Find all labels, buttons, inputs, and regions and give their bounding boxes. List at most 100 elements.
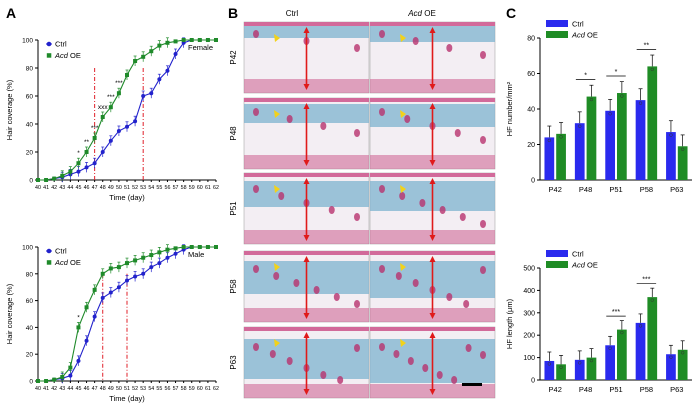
bar	[574, 123, 585, 180]
sample-dot	[589, 97, 594, 102]
hair-follicle	[407, 357, 414, 365]
y-tick-label: 500	[523, 266, 535, 273]
row-label: P42	[229, 50, 238, 65]
panel-label-c: C	[506, 5, 516, 21]
histology-tile	[369, 250, 496, 323]
legend-acd-label: Acd OE	[571, 261, 598, 270]
sample-dot	[638, 324, 643, 328]
hair-follicle	[451, 376, 458, 384]
epidermis-layer	[370, 173, 495, 177]
data-point	[165, 40, 170, 45]
data-point	[76, 325, 81, 330]
hair-follicle	[253, 185, 259, 193]
data-point	[92, 136, 97, 140]
legend-ctrl-label: Ctrl	[572, 20, 584, 29]
data-point	[68, 373, 73, 378]
row-label: P63	[229, 355, 238, 370]
series-line	[38, 39, 216, 181]
hair-follicle	[273, 272, 280, 280]
data-point	[165, 247, 170, 252]
arrow-head	[429, 84, 436, 90]
data-point	[68, 169, 73, 174]
hair-follicle	[446, 44, 453, 52]
data-point	[157, 43, 162, 48]
hair-follicle	[395, 272, 402, 280]
y-tick-label: 40	[26, 325, 34, 332]
hair-follicle	[422, 364, 429, 372]
arrow-head	[303, 256, 310, 262]
bar	[544, 360, 555, 380]
x-tick-label: 50	[116, 386, 122, 392]
sample-dot	[669, 133, 673, 137]
data-point	[165, 255, 170, 260]
data-point	[125, 124, 129, 129]
bar	[677, 146, 688, 180]
bar	[617, 93, 627, 180]
sample-dot	[650, 298, 654, 302]
sample-dot	[650, 67, 654, 72]
hair-follicle	[454, 129, 461, 137]
x-tick-label: 62	[213, 386, 219, 392]
y-axis-label: HF length (μm)	[505, 298, 514, 349]
data-point	[100, 115, 105, 119]
data-point	[116, 285, 121, 290]
histology-tile	[243, 97, 370, 170]
y-tick-label: 100	[22, 38, 33, 45]
data-point	[133, 258, 138, 263]
hair-follicle	[354, 213, 360, 221]
arrow-head	[303, 84, 310, 90]
significance-mark: ***	[107, 94, 115, 101]
epidermis-layer	[244, 98, 369, 102]
sample-dot	[547, 362, 551, 366]
panel-c: C 0 20 40 60 80 HF number/mm² P42 P48 * P51 * P58 ** P…	[500, 0, 700, 414]
x-tick-label: 42	[51, 185, 57, 191]
x-tick-label: 46	[84, 185, 90, 191]
arrow-head	[429, 178, 436, 184]
bar	[605, 110, 615, 180]
data-point	[125, 278, 129, 283]
hair-follicle	[480, 51, 486, 59]
epidermis-layer	[370, 98, 495, 102]
y-tick-label: 80	[26, 66, 34, 73]
histology-tile	[243, 21, 370, 94]
data-point	[116, 91, 121, 96]
hair-follicle	[404, 115, 411, 123]
hair-follicle	[293, 279, 300, 287]
hair-follicle	[446, 293, 453, 301]
arrow-head	[429, 313, 436, 319]
x-tick-label: 43	[59, 386, 65, 392]
legend-ctrl-label: Ctrl	[55, 40, 67, 49]
panel-a: A 0 20 40 60 80 100 40 41 42 43 44 45 46 47 48 49 50 51 52 5…	[0, 0, 224, 414]
significance-mark: *	[77, 314, 80, 321]
category-label: P48	[579, 185, 592, 194]
hair-follicle	[354, 344, 360, 352]
bar	[635, 322, 646, 380]
data-point	[157, 250, 162, 255]
yellow-marker	[400, 34, 406, 42]
hair-follicle	[286, 115, 293, 123]
row-label: P51	[229, 201, 238, 216]
data-point	[173, 246, 178, 251]
x-tick-label: 54	[148, 386, 154, 392]
panel-label-a: A	[6, 5, 16, 21]
arrow-head	[429, 27, 436, 33]
hair-follicle	[439, 206, 446, 214]
x-tick-label: 59	[189, 185, 195, 191]
hair-follicle	[412, 37, 419, 45]
hair-follicle	[354, 300, 360, 308]
x-tick-label: 60	[197, 386, 203, 392]
significance-mark: *	[615, 69, 618, 76]
data-point	[125, 73, 129, 77]
bar	[635, 100, 646, 180]
histology-tile	[243, 172, 370, 245]
histology-tile	[243, 250, 370, 323]
y-axis-label: Hair coverage (%)	[5, 79, 14, 140]
data-point	[100, 295, 105, 300]
significance-mark: *	[77, 150, 80, 157]
legend-ctrl-swatch	[546, 20, 568, 27]
x-tick-label: 59	[189, 386, 195, 392]
legend-ctrl-label: Ctrl	[572, 250, 584, 259]
arrow-head	[429, 389, 436, 395]
